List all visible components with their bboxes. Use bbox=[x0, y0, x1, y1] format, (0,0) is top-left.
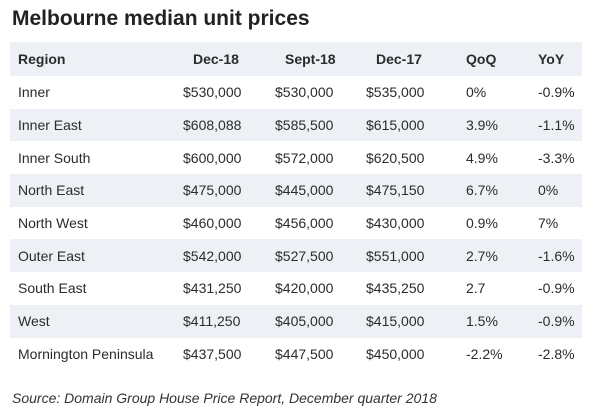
table-cell: -1.1% bbox=[538, 117, 575, 134]
table-cell: $585,500 bbox=[275, 117, 334, 134]
table-cell: -2.8% bbox=[538, 345, 575, 362]
table-row: Inner $530,000 $530,000 $535,000 0% -0.9% bbox=[10, 76, 582, 109]
header-cell: Dec-17 bbox=[376, 51, 422, 67]
table-row: West $411,250 $405,000 $415,000 1.5% -0.9% bbox=[10, 304, 582, 338]
header-row: Region Dec-18 Sept-18 Dec-17 QoQ YoY bbox=[10, 42, 582, 76]
source-note: Source: Domain Group House Price Report,… bbox=[12, 390, 437, 406]
table-cell: $447,500 bbox=[275, 345, 334, 362]
table-cell: $411,250 bbox=[183, 313, 241, 330]
table-cell: 2.7% bbox=[466, 247, 498, 264]
table-cell: $600,000 bbox=[183, 149, 242, 166]
header-cell: YoY bbox=[538, 51, 565, 67]
table-cell: $530,000 bbox=[183, 84, 242, 101]
table-cell: $420,000 bbox=[275, 280, 334, 297]
table-row: Outer East $542,000 $527,500 $551,000 2.7% -1… bbox=[10, 239, 582, 273]
table-cell: Mornington Peninsula bbox=[18, 345, 154, 362]
table-cell: $530,000 bbox=[275, 84, 334, 101]
table-cell: $542,000 bbox=[183, 247, 242, 264]
table-cell: 6.7% bbox=[466, 182, 498, 199]
table-cell: -1.6% bbox=[538, 247, 575, 264]
header-cell: QoQ bbox=[466, 51, 497, 67]
table-cell: Inner East bbox=[18, 117, 82, 134]
table-cell: $475,150 bbox=[366, 182, 425, 199]
price-table: Region Dec-18 Sept-18 Dec-17 QoQ YoY Inner $53… bbox=[10, 42, 582, 370]
header-cell: Dec-18 bbox=[193, 51, 239, 67]
table-cell: North West bbox=[18, 215, 88, 232]
table-row: Inner East $608,088 $585,500 $615,000 3.9% -1… bbox=[10, 108, 582, 142]
table-cell: Inner South bbox=[18, 149, 91, 166]
table-cell: $615,000 bbox=[366, 117, 425, 134]
table-cell: $456,000 bbox=[275, 215, 334, 232]
table-cell: $620,500 bbox=[366, 149, 425, 166]
table-cell: $460,000 bbox=[183, 215, 242, 232]
table-cell: 3.9% bbox=[466, 117, 498, 134]
table-cell: $608,088 bbox=[183, 117, 242, 134]
table-cell: Outer East bbox=[18, 247, 85, 264]
table-cell: 2.7 bbox=[466, 280, 486, 297]
table-cell: -3.3% bbox=[538, 149, 575, 166]
table-cell: 0% bbox=[538, 182, 559, 199]
table-cell: $437,500 bbox=[183, 345, 242, 362]
table-cell: -2.2% bbox=[466, 345, 503, 362]
table-cell: $450,000 bbox=[366, 345, 425, 362]
table-cell: $405,000 bbox=[275, 313, 334, 330]
table-cell: $475,000 bbox=[183, 182, 242, 199]
table-row: South East $431,250 $420,000 $435,250 2.7 -0.… bbox=[10, 272, 582, 305]
table-cell: $535,000 bbox=[366, 84, 425, 101]
table-cell: $430,000 bbox=[366, 215, 425, 232]
header-cell: Region bbox=[18, 51, 66, 67]
table-cell: 4.9% bbox=[466, 149, 498, 166]
table-cell: $435,250 bbox=[366, 280, 425, 297]
table-body: Inner $530,000 $530,000 $535,000 0% -0.9% Inne… bbox=[10, 76, 582, 370]
header-cell: Sept-18 bbox=[285, 51, 336, 67]
table-cell: $445,000 bbox=[275, 182, 334, 199]
table-row: North East $475,000 $445,000 $475,150 6.7% 0% bbox=[10, 174, 582, 207]
table-cell: -0.9% bbox=[538, 84, 575, 101]
title: Melbourne median unit prices bbox=[12, 7, 310, 30]
table-cell: $572,000 bbox=[275, 149, 334, 166]
table-cell: -0.9% bbox=[538, 313, 575, 330]
table-row: Inner South $600,000 $572,000 $620,500 4.9% -… bbox=[10, 141, 582, 174]
table-cell: North East bbox=[18, 182, 85, 199]
table-cell: Inner bbox=[18, 84, 50, 101]
table-cell: West bbox=[18, 313, 50, 330]
table-cell: 7% bbox=[538, 215, 559, 232]
table-cell: $551,000 bbox=[366, 247, 425, 264]
table-cell: 0.9% bbox=[466, 215, 498, 232]
table-cell: South East bbox=[18, 280, 87, 297]
table-row: North West $460,000 $456,000 $430,000 0.9% 7% bbox=[10, 207, 582, 240]
table-cell: 1.5% bbox=[466, 313, 498, 330]
table-cell: $527,500 bbox=[275, 247, 334, 264]
table-cell: -0.9% bbox=[538, 280, 575, 297]
table-cell: $431,250 bbox=[183, 280, 242, 297]
table-row: Mornington Peninsula $437,500 $447,500 $450… bbox=[10, 338, 582, 371]
table-cell: 0% bbox=[466, 84, 487, 101]
table-cell: $415,000 bbox=[366, 313, 425, 330]
